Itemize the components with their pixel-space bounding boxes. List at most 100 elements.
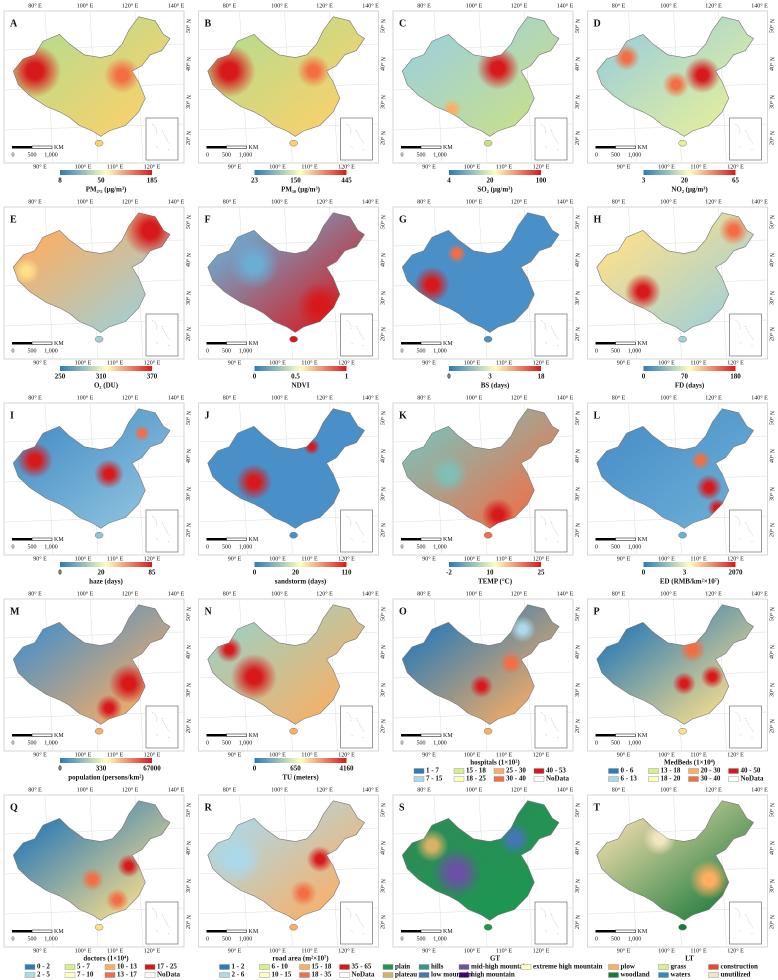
legend-label: grass	[671, 963, 687, 971]
legend-label: 30 - 40	[701, 775, 721, 783]
inset-box	[534, 901, 568, 945]
lat-label: 30° N	[379, 94, 387, 109]
legend-label: 35 - 65	[352, 963, 372, 971]
china-map	[12, 408, 171, 529]
map-frame	[198, 402, 379, 556]
scale-label: 0	[401, 544, 404, 550]
scale-label: 0	[12, 936, 15, 942]
lat-label: 20° N	[768, 522, 776, 537]
scale-label: 0	[206, 740, 209, 746]
lon-label: 120° E	[705, 786, 722, 793]
scale-label: 1,000	[628, 152, 642, 158]
lon-label: 110° E	[301, 555, 318, 562]
colorbar-tick: 370	[147, 373, 158, 381]
scale-label: 0	[595, 740, 598, 746]
lon-label: 110° E	[301, 751, 318, 758]
lat-label: 30° N	[768, 94, 776, 109]
hotspot	[94, 459, 124, 489]
lon-label: 100° E	[271, 786, 288, 793]
lat-label: 30° N	[768, 486, 776, 501]
inset-box	[729, 901, 762, 945]
colorbar-tick: 4160	[340, 765, 355, 773]
lon-label: 120° E	[144, 163, 161, 170]
lon-label: 110° E	[496, 947, 513, 954]
hotspots	[690, 450, 728, 518]
scale-label: 0	[206, 348, 209, 354]
scale-bar	[12, 342, 32, 345]
hotspot	[109, 663, 149, 704]
legend-label: NoData	[352, 971, 375, 979]
scale-label: 500	[611, 152, 620, 158]
hotspots	[13, 44, 141, 98]
scale-unit: KM	[249, 341, 259, 347]
inset-box	[145, 705, 179, 749]
lon-label: 140° E	[362, 590, 379, 597]
hotspot	[230, 653, 278, 700]
lon-label: 100° E	[466, 590, 483, 597]
legend-swatch	[104, 972, 116, 978]
scale-label: 0	[595, 152, 598, 158]
legend-label: 40 - 50	[741, 767, 761, 775]
colorbar-tick: 0	[447, 373, 451, 381]
lat-label: 20° N	[574, 718, 582, 733]
hainan	[678, 923, 687, 931]
hotspot	[679, 636, 706, 663]
colorbar-title: O₃ (DU)	[94, 382, 119, 390]
colorbar-tick: 0.5	[291, 373, 300, 381]
scale-label: 500	[417, 544, 426, 550]
lat-label: 40° N	[379, 448, 387, 463]
map-letter: O	[399, 606, 407, 617]
legend-swatch	[413, 776, 425, 782]
scale-unit: KM	[638, 733, 648, 739]
lat-label: 40° N	[185, 252, 193, 267]
scale-label: 0	[12, 152, 15, 158]
lon-label: 100° E	[271, 2, 288, 9]
colorbar	[60, 758, 152, 763]
colorbar	[60, 366, 152, 371]
legend-label: 6 - 13	[621, 775, 638, 783]
lon-label: 100° E	[269, 163, 286, 170]
map-frame	[587, 206, 768, 360]
lon-label: 80° E	[417, 786, 431, 793]
lon-label: 80° E	[417, 590, 431, 597]
hotspot	[718, 215, 749, 246]
lon-label: 80° E	[223, 786, 237, 793]
scale-unit: KM	[249, 929, 259, 935]
legend-swatch	[24, 964, 36, 970]
hainan	[289, 139, 298, 147]
hotspot	[476, 46, 520, 90]
legend-swatch	[458, 972, 470, 978]
legend-title: LT	[685, 955, 694, 963]
scale-unit: KM	[249, 733, 259, 739]
hotspot	[415, 829, 449, 863]
scale-label: 0	[401, 348, 404, 354]
lon-label: 100° E	[660, 590, 677, 597]
lon-label: 90° E	[33, 359, 47, 366]
inset-box	[145, 901, 179, 945]
scale-label: 1,000	[44, 348, 58, 354]
panel: 80° E 100° E 120° E 140° E 90° E 100° E 110° E…	[392, 590, 582, 783]
lat-label: 20° N	[379, 914, 387, 929]
hotspot	[413, 266, 451, 303]
panel: 80° E 100° E 120° E 140° E 90° E 100° E 110° E…	[198, 198, 388, 390]
legend-label: 15 - 18	[466, 767, 486, 775]
legend-label: 2 - 5	[37, 971, 50, 979]
lon-label: 110° E	[301, 947, 318, 954]
lat-label: 20° N	[379, 522, 387, 537]
inset-islands	[151, 319, 171, 347]
hotspots	[469, 616, 536, 698]
scale-unit: KM	[638, 929, 648, 935]
hotspot	[212, 834, 263, 884]
lon-label: 140° E	[362, 198, 379, 205]
lat-label: 30° N	[574, 290, 582, 305]
lat-label: 40° N	[185, 644, 193, 659]
legend-title: MedBeds (1×10⁴)	[664, 759, 716, 767]
legend-label: plain	[395, 963, 410, 971]
hotspot	[235, 464, 273, 501]
lat-label: 50° N	[768, 214, 776, 229]
panel: 80° E 100° E 120° E 140° E 90° E 100° E 110° E…	[392, 394, 582, 586]
lon-label: 120° E	[338, 947, 355, 954]
scale-bar	[595, 734, 616, 737]
panel: 80° E 100° E 120° E 140° E 90° E 100° E 110° E…	[587, 394, 777, 586]
lon-label: 100° E	[75, 555, 92, 562]
